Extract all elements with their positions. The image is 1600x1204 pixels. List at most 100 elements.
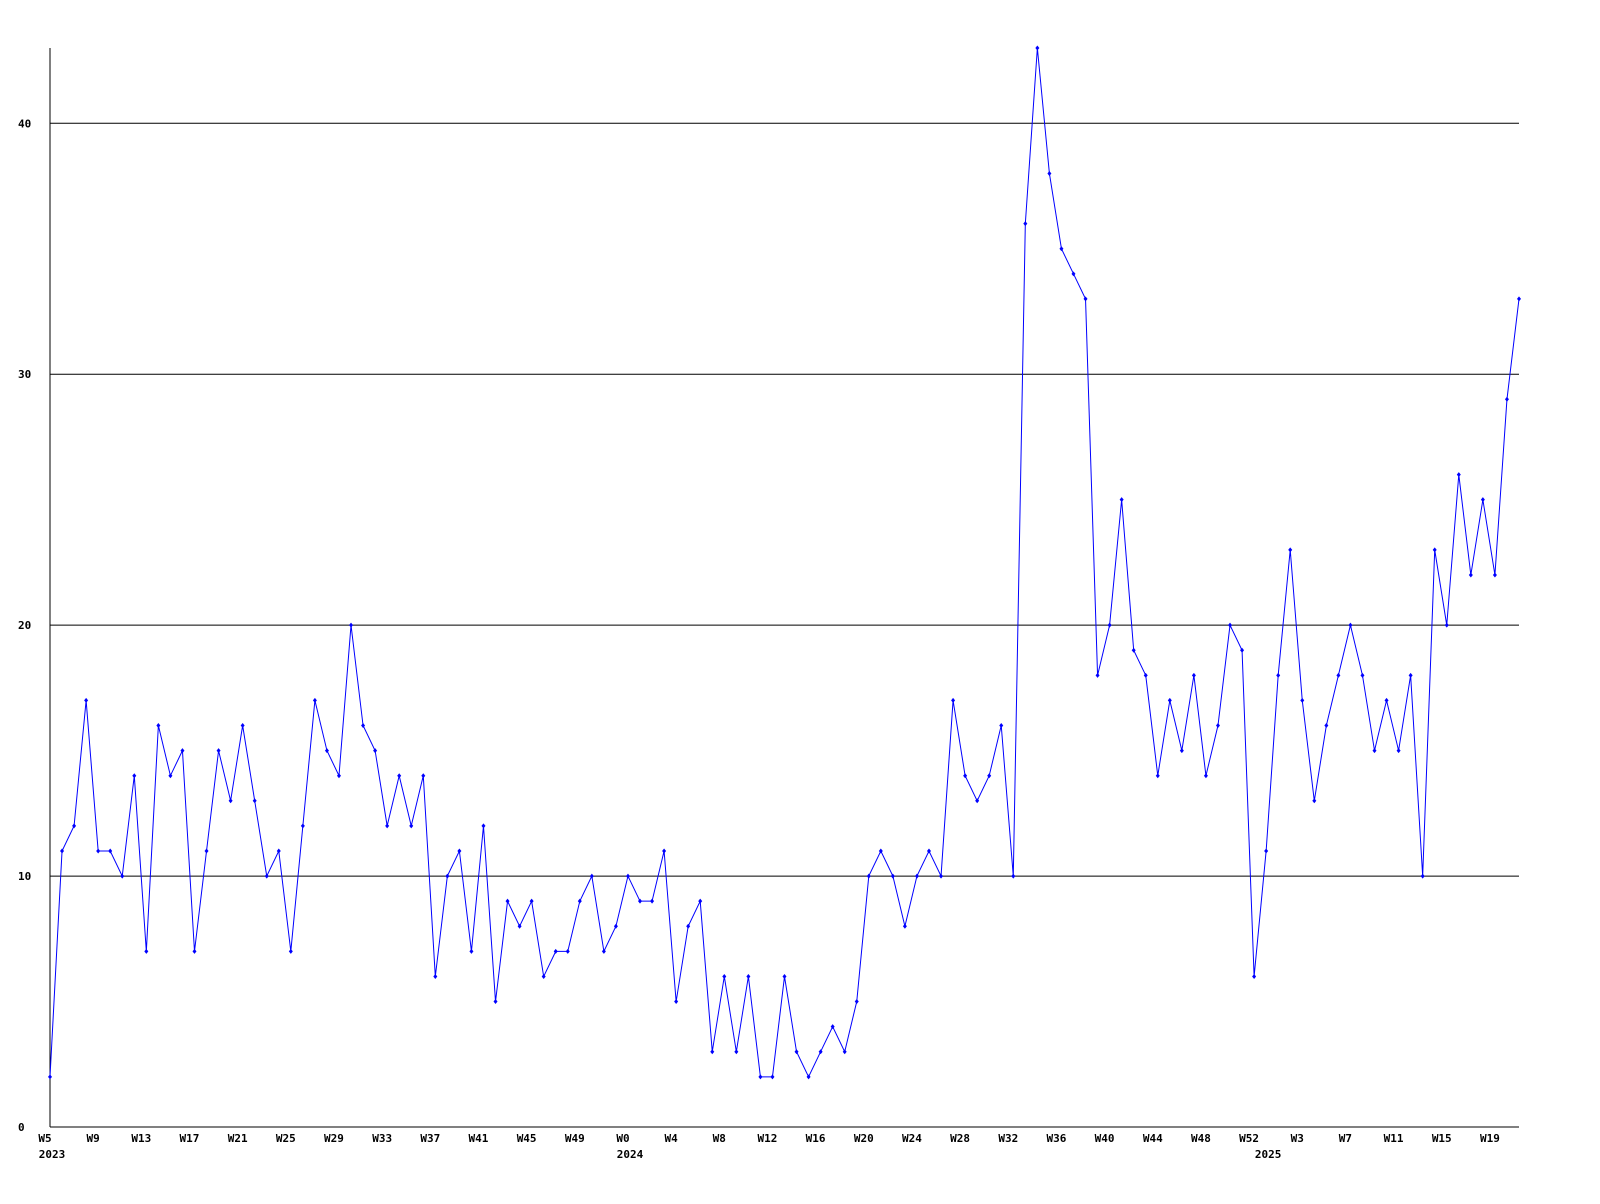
x-tick-label: W29 <box>324 1132 344 1145</box>
data-point <box>662 848 667 854</box>
data-point <box>300 823 305 829</box>
data-point <box>180 748 185 754</box>
x-tick-label: W19 <box>1480 1132 1500 1145</box>
data-point <box>336 773 341 779</box>
x-tick-label: W7 <box>1339 1132 1352 1145</box>
data-point <box>385 823 390 829</box>
y-tick-label: 0 <box>18 1121 25 1134</box>
x-year-label: 2023 <box>39 1148 66 1161</box>
data-point <box>192 948 197 954</box>
data-point <box>818 1049 823 1055</box>
data-point <box>734 1049 739 1055</box>
data-point <box>529 898 534 904</box>
data-point <box>613 923 618 929</box>
data-point <box>144 948 149 954</box>
x-tick-label: W16 <box>806 1132 826 1145</box>
data-point <box>397 773 402 779</box>
data-point <box>1480 497 1485 503</box>
data-point <box>156 723 161 729</box>
data-point <box>517 923 522 929</box>
x-tick-label: W5 <box>38 1132 51 1145</box>
x-tick-label: W37 <box>420 1132 440 1145</box>
data-point <box>1095 672 1100 678</box>
data-point <box>1264 848 1269 854</box>
data-point <box>1312 798 1317 804</box>
data-point <box>1324 723 1329 729</box>
x-tick-label: W36 <box>1047 1132 1067 1145</box>
data-point <box>409 823 414 829</box>
x-tick-label: W24 <box>902 1132 922 1145</box>
data-point <box>806 1074 811 1080</box>
data-point <box>1059 246 1064 252</box>
data-point <box>264 873 269 879</box>
data-point <box>433 973 438 979</box>
data-point <box>1288 547 1293 553</box>
x-tick-label: W33 <box>372 1132 392 1145</box>
data-point <box>493 999 498 1005</box>
x-tick-label: W13 <box>131 1132 151 1145</box>
data-point <box>505 898 510 904</box>
data-point <box>48 1074 52 1080</box>
data-point <box>1215 723 1220 729</box>
data-point <box>1468 572 1473 578</box>
data-point <box>987 773 992 779</box>
x-tick-label: W48 <box>1191 1132 1211 1145</box>
data-point <box>1492 572 1497 578</box>
x-tick-label: W12 <box>758 1132 778 1145</box>
x-tick-label: W41 <box>469 1132 489 1145</box>
data-point <box>204 848 209 854</box>
x-tick-label: W25 <box>276 1132 296 1145</box>
data-point <box>72 823 77 829</box>
data-point <box>710 1049 715 1055</box>
data-point <box>1179 748 1184 754</box>
data-point <box>132 773 137 779</box>
data-point <box>469 948 474 954</box>
data-point <box>951 697 956 703</box>
data-point <box>445 873 450 879</box>
x-tick-label: W8 <box>713 1132 726 1145</box>
data-point <box>625 873 630 879</box>
data-point <box>252 798 257 804</box>
data-point <box>457 848 462 854</box>
data-point <box>878 848 883 854</box>
data-point <box>1167 697 1172 703</box>
x-tick-label: W3 <box>1291 1132 1304 1145</box>
data-point <box>914 873 919 879</box>
data-point <box>1035 45 1040 51</box>
data-point <box>1276 672 1281 678</box>
data-point <box>60 848 65 854</box>
data-point <box>770 1074 775 1080</box>
x-tick-label: W44 <box>1143 1132 1163 1145</box>
data-point <box>1143 672 1148 678</box>
data-point <box>553 948 558 954</box>
data-point <box>1011 873 1016 879</box>
data-point <box>698 898 703 904</box>
data-point <box>1517 296 1521 302</box>
data-point <box>830 1024 835 1030</box>
data-point <box>1444 622 1449 628</box>
data-point <box>975 798 980 804</box>
data-point <box>866 873 871 879</box>
x-tick-label: W4 <box>665 1132 679 1145</box>
data-point <box>686 923 691 929</box>
x-tick-label: W49 <box>565 1132 585 1145</box>
data-point <box>108 848 113 854</box>
x-tick-label: W20 <box>854 1132 874 1145</box>
x-tick-label: W45 <box>517 1132 537 1145</box>
data-point <box>926 848 931 854</box>
data-line <box>49 47 1520 1078</box>
data-point <box>1191 672 1196 678</box>
data-point <box>650 898 655 904</box>
data-point <box>1131 647 1136 653</box>
data-point <box>216 748 221 754</box>
y-tick-label: 30 <box>18 368 31 381</box>
data-point <box>939 873 944 879</box>
data-point <box>96 848 101 854</box>
data-point <box>168 773 173 779</box>
data-point <box>1504 396 1509 402</box>
data-point <box>758 1074 763 1080</box>
data-point <box>1396 748 1401 754</box>
data-point <box>902 923 907 929</box>
y-tick-label: 10 <box>18 870 31 883</box>
data-point <box>481 823 486 829</box>
